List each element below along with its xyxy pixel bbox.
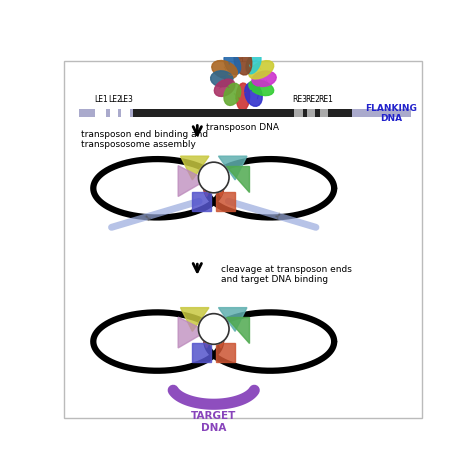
- Polygon shape: [249, 61, 273, 79]
- Polygon shape: [214, 180, 228, 197]
- Text: cleavage at transposon ends
and target DNA binding: cleavage at transposon ends and target D…: [221, 265, 352, 284]
- Text: transposon end binding and
transpososome assembly: transposon end binding and transpososome…: [81, 130, 208, 149]
- Bar: [294, 109, 303, 118]
- Text: RE3: RE3: [292, 95, 308, 104]
- Polygon shape: [192, 192, 211, 211]
- Bar: [79, 109, 133, 118]
- Bar: [133, 109, 352, 118]
- Polygon shape: [249, 80, 273, 96]
- Bar: [109, 109, 118, 118]
- Polygon shape: [224, 83, 241, 106]
- Polygon shape: [246, 53, 261, 74]
- Circle shape: [199, 314, 229, 344]
- Polygon shape: [181, 308, 209, 331]
- Bar: [307, 109, 315, 118]
- Polygon shape: [192, 343, 211, 362]
- Text: LE3: LE3: [119, 95, 134, 104]
- Text: RE1: RE1: [319, 95, 333, 104]
- Polygon shape: [200, 331, 214, 348]
- Text: ✂: ✂: [142, 210, 154, 221]
- Circle shape: [199, 162, 229, 193]
- Bar: [319, 109, 328, 118]
- Text: FLANKING
DNA: FLANKING DNA: [365, 104, 417, 123]
- Text: LE2: LE2: [108, 95, 122, 104]
- Bar: [352, 109, 411, 118]
- Polygon shape: [245, 82, 262, 106]
- FancyBboxPatch shape: [64, 61, 422, 418]
- Text: LE1: LE1: [94, 95, 108, 104]
- Polygon shape: [181, 156, 209, 180]
- Polygon shape: [234, 46, 252, 75]
- Polygon shape: [224, 52, 241, 75]
- Polygon shape: [216, 192, 235, 211]
- Polygon shape: [226, 165, 249, 192]
- Text: ✂: ✂: [274, 210, 285, 221]
- Bar: [121, 109, 130, 118]
- Polygon shape: [178, 317, 207, 348]
- Polygon shape: [216, 343, 235, 362]
- Text: transposon DNA: transposon DNA: [206, 123, 280, 132]
- Text: TARGET
DNA: TARGET DNA: [191, 411, 237, 432]
- Polygon shape: [226, 317, 249, 343]
- Polygon shape: [214, 331, 228, 348]
- Polygon shape: [210, 71, 233, 87]
- Polygon shape: [212, 61, 237, 79]
- Polygon shape: [219, 308, 247, 331]
- Polygon shape: [178, 165, 207, 197]
- Polygon shape: [236, 83, 250, 110]
- Polygon shape: [214, 79, 235, 96]
- Bar: [95, 109, 106, 118]
- Polygon shape: [219, 156, 247, 180]
- Polygon shape: [200, 180, 214, 197]
- Polygon shape: [252, 71, 276, 87]
- Text: RE2: RE2: [305, 95, 320, 104]
